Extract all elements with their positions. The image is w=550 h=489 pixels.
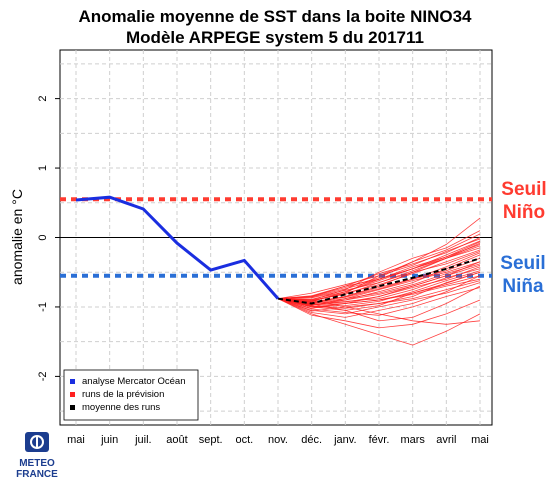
forecast-run-33 [277, 237, 481, 299]
x-tick-label-6: nov. [268, 434, 288, 446]
x-tick-label-7: déc. [301, 434, 322, 446]
x-tick-label-5: oct. [235, 434, 253, 446]
y-tick-label-1: -1 [37, 302, 49, 312]
x-tick-label-3: août [166, 434, 187, 446]
x-tick-label-4: sept. [199, 434, 223, 446]
threshold-label-nina: Seuil Niña [488, 252, 550, 298]
threshold-label-nino: Seuil Niño [489, 178, 550, 224]
y-tick-labels: -2 -1 0 1 2 [37, 96, 60, 381]
legend-label-0: analyse Mercator Océan [82, 376, 186, 387]
threshold-label-nina-line1: Seuil [500, 253, 546, 274]
x-tick-label-9: févr. [369, 434, 390, 446]
forecast-run-31 [277, 252, 481, 303]
legend-marker-0 [70, 379, 75, 384]
legend-marker-1 [70, 392, 75, 397]
forecast-run-18 [277, 298, 481, 329]
threshold-lines [60, 197, 492, 278]
y-tick-label-3: 1 [37, 165, 49, 171]
meteo-france-logo: METEO FRANCE [12, 431, 62, 480]
chart-subtitle: Modèle ARPEGE system 5 du 201711 [126, 28, 424, 47]
forecast-run-14 [277, 282, 481, 315]
forecast-run-29 [277, 241, 481, 300]
chart-title: Anomalie moyenne de SST dans la boite NI… [78, 7, 472, 26]
forecast-run-23 [277, 275, 481, 318]
x-tick-label-10: mars [400, 434, 425, 446]
x-tick-label-8: janv. [333, 434, 356, 446]
logo-line1: METEO [19, 458, 55, 469]
x-tick-label-1: juin [100, 434, 118, 446]
forecast-run-7 [277, 238, 481, 299]
forecast-run-13 [277, 233, 481, 299]
x-tick-labels: mai juin juil. août sept. oct. nov. déc. janv. fé… [67, 434, 489, 446]
series-mean-runs [277, 257, 481, 305]
y-tick-label-2: 0 [37, 234, 49, 240]
forecast-runs [277, 217, 481, 346]
legend-box [63, 369, 199, 421]
y-tick-label-0: -2 [37, 371, 49, 381]
chart-title-block: Anomalie moyenne de SST dans la boite NI… [0, 6, 550, 48]
x-tick-label-11: avril [436, 434, 456, 446]
forecast-run-28 [277, 261, 481, 307]
forecast-run-4 [277, 298, 481, 346]
forecast-run-26 [277, 287, 481, 316]
y-axis-label: anomalie en °C [9, 189, 25, 285]
series-analysis [75, 195, 280, 300]
meteo-france-emblem-icon [25, 432, 49, 452]
threshold-label-nino-line2: Niño [502, 202, 546, 223]
legend-label-2: moyenne des runs [82, 402, 160, 413]
x-tick-label-2: juil. [134, 434, 152, 446]
legend: analyse Mercator Océan runs de la prévisi… [63, 369, 199, 421]
x-tick-label-0: mai [67, 434, 85, 446]
forecast-run-30 [277, 280, 481, 312]
threshold-label-nino-line1: Seuil [501, 179, 547, 200]
forecast-run-32 [277, 271, 481, 311]
forecast-run-24 [277, 242, 481, 299]
forecast-run-34 [277, 275, 481, 306]
logo-line2: FRANCE [16, 469, 58, 480]
x-tick-label-12: mai [471, 434, 489, 446]
legend-marker-2 [70, 405, 75, 410]
threshold-label-nina-line2: Niña [502, 276, 544, 297]
y-tick-label-4: 2 [37, 96, 49, 102]
forecast-run-27 [277, 249, 481, 302]
legend-label-1: runs de la prévision [82, 389, 164, 400]
